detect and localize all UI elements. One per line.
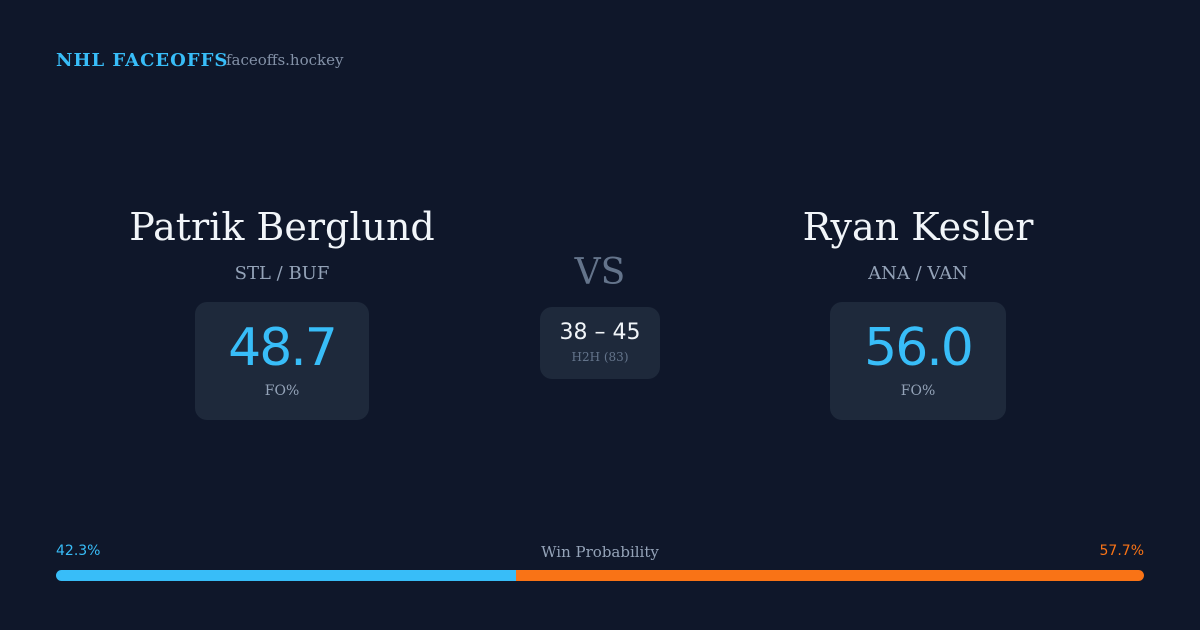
stat-box (195, 302, 369, 420)
brand-title: NHL FACEOFFS (56, 50, 229, 71)
player-teams: ANA / VAN (868, 263, 968, 284)
stat-box (830, 302, 1006, 420)
fo-percent: 48.7 (228, 318, 338, 378)
h2h-score: 38 – 45 (559, 320, 641, 345)
probability-segment (56, 570, 517, 581)
left-probability: 42.3% (56, 543, 101, 559)
player-teams: STL / BUF (234, 263, 330, 284)
stat-label: FO% (264, 383, 300, 399)
probability-bar (56, 570, 1144, 581)
h2h-label: H2H (83) (571, 350, 629, 364)
versus: VS (574, 252, 626, 293)
h2h-box (540, 307, 660, 379)
stat-label: FO% (900, 383, 936, 399)
probability-title: Win Probability (541, 543, 659, 561)
probability-segment (516, 570, 1144, 581)
site-name: faceoffs.hockey (226, 51, 344, 69)
player-name: Patrik Berglund (129, 205, 435, 249)
right-probability: 57.7% (1099, 543, 1144, 559)
fo-percent: 56.0 (864, 318, 974, 378)
player-name: Ryan Kesler (802, 205, 1034, 249)
